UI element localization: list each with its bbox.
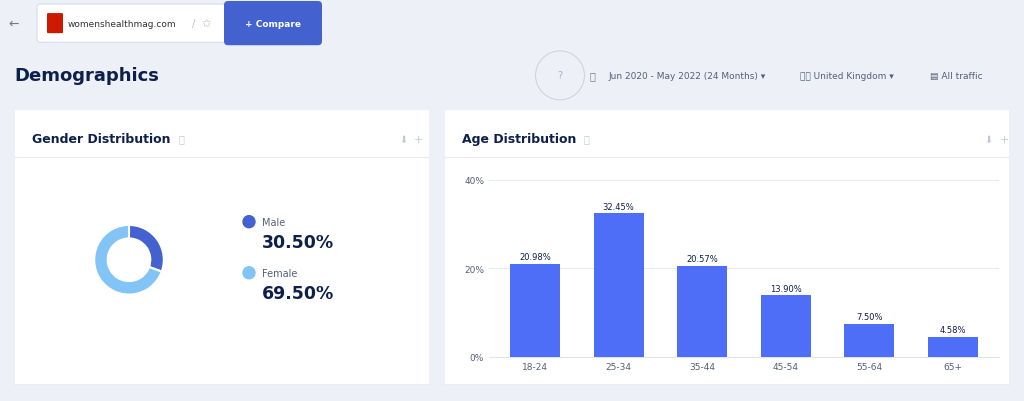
Text: ⓘ: ⓘ	[179, 134, 185, 144]
Bar	[677, 266, 727, 357]
Text: 🇬🇧 United Kingdom ▾: 🇬🇧 United Kingdom ▾	[800, 72, 894, 81]
FancyBboxPatch shape	[14, 110, 430, 385]
Text: ✩: ✩	[202, 19, 211, 29]
Text: Demographics: Demographics	[14, 67, 159, 85]
Text: 30.50%: 30.50%	[262, 233, 334, 251]
Text: 20.57%: 20.57%	[686, 255, 718, 263]
Text: 📅: 📅	[590, 71, 596, 81]
Text: +: +	[414, 134, 423, 144]
Bar	[510, 264, 560, 357]
Wedge shape	[94, 225, 162, 295]
Text: 7.50%: 7.50%	[856, 312, 883, 321]
Text: /: /	[193, 19, 196, 29]
Bar	[594, 214, 644, 357]
FancyBboxPatch shape	[444, 110, 1010, 385]
Text: 69.50%: 69.50%	[262, 284, 334, 302]
Text: + Compare: + Compare	[245, 20, 301, 28]
Wedge shape	[129, 225, 164, 272]
Text: Jun 2020 - May 2022 (24 Months) ▾: Jun 2020 - May 2022 (24 Months) ▾	[608, 72, 765, 81]
Text: 13.90%: 13.90%	[770, 284, 802, 293]
Text: 20.98%: 20.98%	[519, 253, 551, 262]
Text: 4.58%: 4.58%	[940, 325, 967, 334]
Text: ⬇: ⬇	[984, 134, 992, 144]
Circle shape	[243, 267, 255, 279]
Bar	[845, 324, 895, 357]
Text: ⓘ: ⓘ	[584, 134, 590, 144]
Text: ?: ?	[557, 71, 562, 81]
Text: Male: Male	[262, 217, 286, 227]
Text: Gender Distribution: Gender Distribution	[32, 133, 171, 146]
Text: ▤ All traffic: ▤ All traffic	[930, 72, 983, 81]
Text: Age Distribution: Age Distribution	[462, 133, 577, 146]
Text: ⬇: ⬇	[399, 134, 408, 144]
Text: womenshealthmag.com: womenshealthmag.com	[68, 20, 176, 28]
FancyBboxPatch shape	[224, 2, 322, 46]
Text: ←: ←	[9, 18, 19, 30]
Bar	[928, 337, 978, 357]
FancyBboxPatch shape	[37, 5, 263, 43]
Text: +: +	[1000, 134, 1010, 144]
Text: 32.45%: 32.45%	[603, 202, 635, 211]
Circle shape	[243, 216, 255, 228]
Text: Female: Female	[262, 268, 297, 278]
Bar	[761, 296, 811, 357]
FancyBboxPatch shape	[47, 14, 63, 34]
